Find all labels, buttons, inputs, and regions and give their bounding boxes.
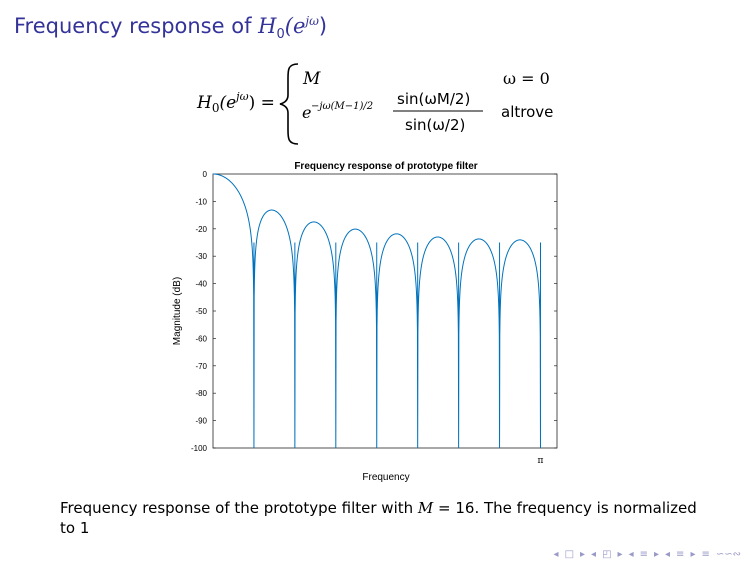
nav-symbol-icon[interactable]: ◂ <box>591 549 597 560</box>
equation-case2-base: e <box>302 103 311 122</box>
slide-title-sub: 0 <box>276 27 285 43</box>
slide-title-math: H <box>258 14 277 38</box>
chart-title: Frequency response of prototype filter <box>294 161 477 172</box>
caption: Frequency response of the prototype filt… <box>60 498 710 538</box>
slide-title-sup: jω <box>305 14 319 28</box>
slide-title: Frequency response of H0(ejω) <box>14 14 327 42</box>
equation-case1-value: M <box>302 69 321 89</box>
caption-text-2: = 16. The frequency is normalized to 1 <box>60 499 697 537</box>
beamer-navigation[interactable]: ◂ □ ▸ ◂ ◰ ▸ ◂ ≡ ▸ ◂ ≡ ▸ ≡ ∽∽∾ <box>554 549 741 560</box>
equation-case2-den: sin(ω/2) <box>405 116 465 134</box>
series-magnitude-line <box>213 173 541 449</box>
nav-symbol-icon[interactable]: ◂ <box>553 549 559 560</box>
caption-math: M <box>417 499 434 517</box>
equation-case2-exp: −jω(M−1)/2 <box>311 101 373 112</box>
equation-case2-condition: altrove <box>501 103 553 121</box>
slide-title-close: ) <box>318 14 328 38</box>
frequency-response-chart: Frequency response of prototype filter 0… <box>172 161 558 482</box>
slide-title-arg: (e <box>284 14 306 38</box>
nav-symbol-icon[interactable]: ▸ <box>580 549 586 560</box>
nav-symbol-icon[interactable]: □ <box>564 549 575 560</box>
y-axis-ticks: 0 -10 -20 -30 -40 -50 -60 -70 -80 -90 -100 <box>191 170 557 453</box>
nav-symbol-icon[interactable]: ◂ <box>628 549 634 560</box>
equation-case1-condition: ω = 0 <box>503 69 550 88</box>
y-tick-label: -60 <box>195 334 207 343</box>
y-tick-label: -100 <box>191 444 208 453</box>
y-tick-label: 0 <box>203 170 208 179</box>
x-tick-label: π <box>538 456 544 466</box>
equation-case2-num: sin(ωM/2) <box>397 90 470 108</box>
equation: H0(ejω) = M ω = 0 e −jω(M−1)/2 sin(ωM/2)… <box>196 63 553 145</box>
nav-symbol-icon[interactable]: ≡ <box>701 549 710 560</box>
y-tick-label: -40 <box>195 280 207 289</box>
y-tick-label: -80 <box>195 389 207 398</box>
nav-symbol-icon[interactable]: ▸ <box>617 549 623 560</box>
nav-symbol-icon[interactable]: ▸ <box>690 549 696 560</box>
y-tick-label: -90 <box>195 417 207 426</box>
nav-symbol-icon[interactable]: ∽∽∾ <box>715 549 741 560</box>
nav-symbol-icon[interactable]: ≡ <box>639 549 648 560</box>
plot-area <box>212 173 558 449</box>
equation-lhs: H0(ejω) = <box>196 90 275 115</box>
y-tick-label: -70 <box>195 362 207 371</box>
caption-text-1: Frequency response of the prototype filt… <box>60 499 414 517</box>
y-axis-label: Magnitude (dB) <box>172 277 183 345</box>
nav-symbol-icon[interactable]: ◰ <box>602 549 612 560</box>
y-tick-label: -20 <box>195 225 207 234</box>
slide-title-text: Frequency response of <box>14 14 252 38</box>
nav-symbol-icon[interactable]: ▸ <box>653 549 660 560</box>
y-tick-label: -10 <box>195 197 207 206</box>
y-tick-label: -30 <box>195 252 207 261</box>
x-axis-label: Frequency <box>362 472 409 482</box>
nav-symbol-icon[interactable]: ◂ <box>665 549 671 560</box>
equation-brace <box>279 63 299 145</box>
y-tick-label: -50 <box>195 307 207 316</box>
nav-symbol-icon[interactable]: ≡ <box>676 549 685 560</box>
